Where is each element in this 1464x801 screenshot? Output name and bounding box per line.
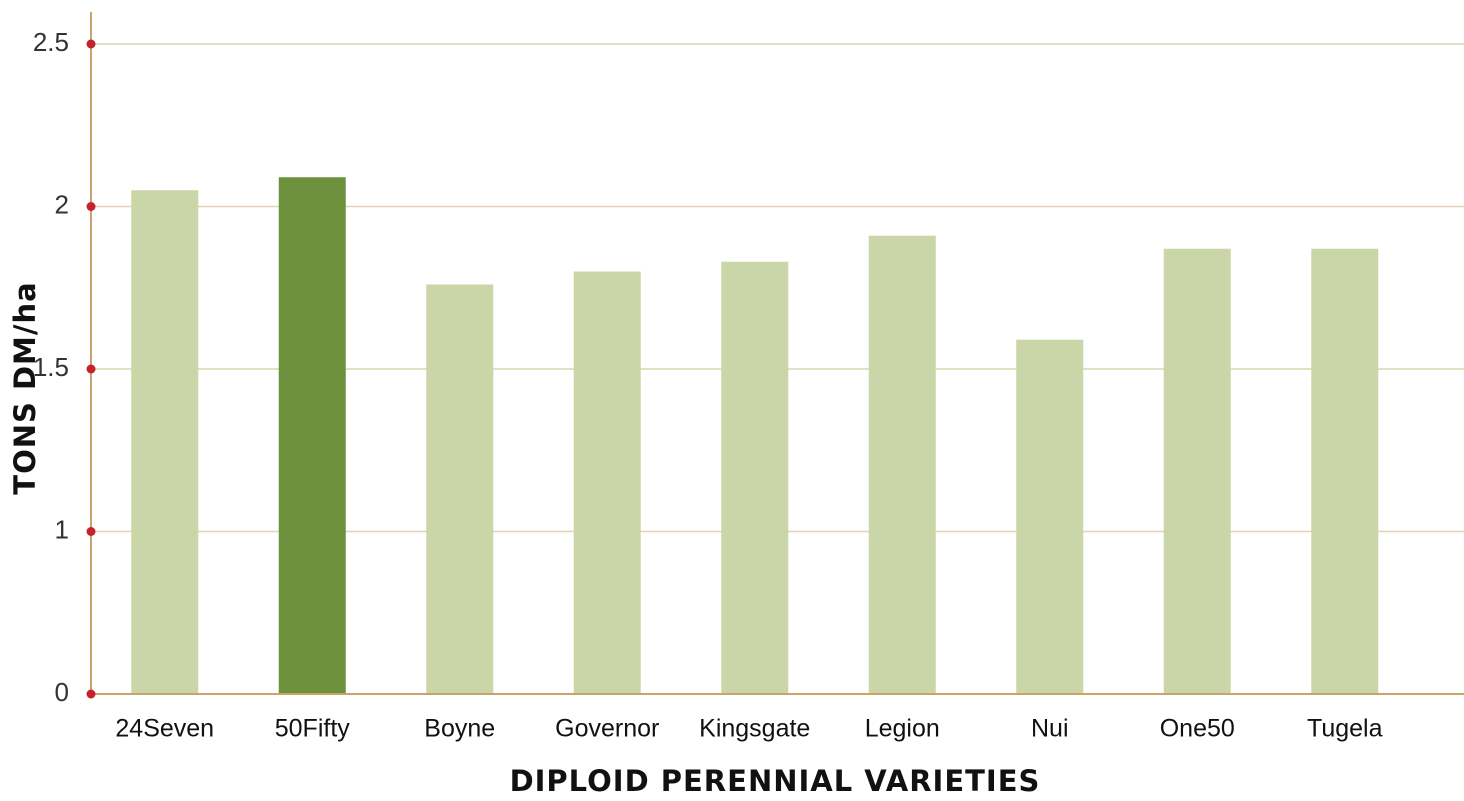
tick-dot: [86, 527, 96, 536]
x-tick-label: Nui: [1031, 715, 1069, 743]
x-tick-label: Boyne: [424, 715, 495, 743]
x-tick-label: Legion: [865, 715, 940, 743]
y-tick-label: 2: [55, 189, 69, 219]
x-tick-label: Tugela: [1307, 715, 1383, 743]
x-tick-label: Kingsgate: [699, 715, 810, 743]
x-tick-label: 24Seven: [115, 715, 214, 743]
tick-dot: [86, 202, 96, 211]
tick-dot: [86, 689, 96, 699]
tick-dot: [86, 39, 96, 49]
bar: [721, 261, 789, 694]
x-tick-label: One50: [1160, 715, 1235, 743]
bar: [573, 271, 641, 694]
y-axis-label: TONS DM/ha: [8, 281, 42, 494]
y-tick-label: 1: [55, 514, 69, 544]
bar: [1016, 339, 1084, 694]
bar: [131, 190, 199, 694]
x-axis-label: DIPLOID PERENNIAL VARIETIES: [510, 764, 1041, 796]
bar: [1163, 248, 1231, 694]
bar: [278, 177, 346, 694]
x-tick-label: 50Fifty: [275, 715, 351, 743]
bar: [426, 284, 494, 694]
y-tick-label: 2.5: [33, 27, 69, 57]
tick-dot: [86, 364, 96, 374]
x-tick-label: Governor: [555, 715, 659, 743]
y-tick-label: 0: [55, 677, 69, 707]
bar: [1311, 248, 1379, 694]
bar: [868, 235, 936, 694]
y-tick-label: 1.5: [33, 352, 69, 382]
